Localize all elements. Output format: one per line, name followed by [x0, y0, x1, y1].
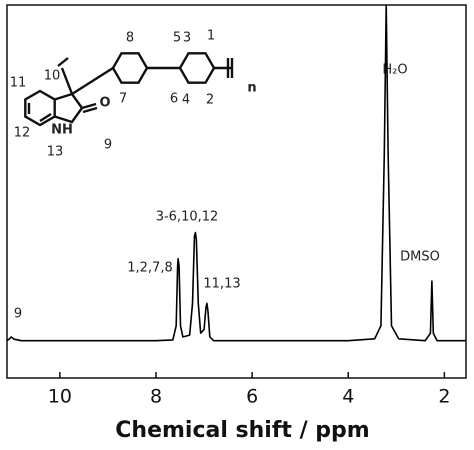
structure-label: NH: [51, 123, 73, 138]
molecule-structure: [24, 52, 234, 127]
structure-label: 6: [170, 92, 178, 107]
structure-label: 1: [207, 29, 215, 44]
peak-annotation: 3-6,10,12: [156, 210, 219, 225]
structure-label: 5: [173, 31, 181, 46]
structure-label: n: [247, 81, 256, 96]
x-axis-label: Chemical shift / ppm: [115, 418, 369, 443]
plot-frame: [6, 4, 467, 379]
structure-label: 7: [119, 92, 127, 107]
structure-label: O: [99, 96, 110, 111]
peak-annotation: DMSO: [400, 250, 440, 265]
structure-label: 9: [104, 138, 112, 153]
structure-label: 11: [10, 76, 27, 91]
structure-label: 2: [206, 93, 214, 108]
structure-label: 13: [47, 145, 64, 160]
x-tick-label: 8: [150, 386, 162, 408]
peak-annotation: 9: [14, 307, 22, 322]
structure-label: 8: [126, 31, 134, 46]
peak-annotation: H₂O: [382, 63, 407, 78]
x-tick-label: 2: [438, 386, 450, 408]
x-tick-label: 6: [246, 386, 258, 408]
structure-label: 3: [183, 31, 191, 46]
peak-annotation: 1,2,7,8: [127, 261, 172, 276]
structure-label: 12: [14, 126, 31, 141]
spectrum-line: [6, 4, 466, 342]
peak-annotation: 11,13: [203, 277, 240, 292]
x-tick-label: 10: [48, 386, 72, 408]
structure-label: 4: [182, 93, 190, 108]
structure-label: 10: [44, 69, 61, 84]
x-tick-label: 4: [342, 386, 354, 408]
